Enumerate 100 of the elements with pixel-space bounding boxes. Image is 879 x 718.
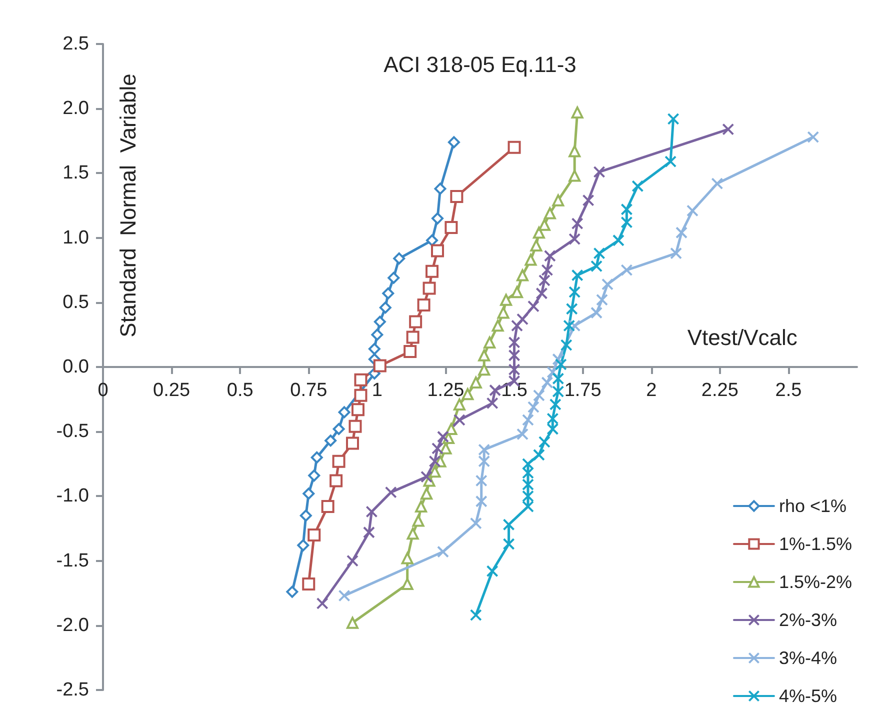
- point: [620, 264, 633, 276]
- point: [448, 136, 460, 148]
- point: [530, 240, 542, 252]
- point: [568, 145, 581, 158]
- y-tick-label: -1.5: [56, 550, 89, 572]
- legend-label: rho <1%: [778, 496, 847, 516]
- point: [422, 282, 436, 295]
- point: [524, 254, 537, 266]
- point: [632, 180, 644, 192]
- point: [711, 178, 724, 190]
- point: [324, 434, 337, 447]
- point: [420, 488, 433, 500]
- point: [302, 488, 315, 500]
- point: [486, 565, 498, 578]
- point: [401, 552, 414, 564]
- point: [453, 398, 466, 410]
- point: [406, 330, 420, 344]
- point: [412, 514, 424, 527]
- point: [432, 442, 444, 454]
- point: [489, 384, 502, 396]
- point: [807, 131, 820, 144]
- point: [415, 500, 428, 513]
- point: [354, 373, 368, 386]
- point: [475, 474, 488, 487]
- point: [310, 451, 323, 464]
- point: [676, 226, 688, 239]
- point: [516, 269, 528, 282]
- point: [404, 344, 417, 358]
- point: [511, 286, 524, 298]
- point: [286, 586, 298, 598]
- legend-label: 1%-1.5%: [778, 534, 852, 554]
- point: [332, 454, 346, 468]
- point: [532, 389, 545, 402]
- point: [571, 269, 584, 282]
- point: [554, 358, 567, 370]
- legend-label: 1.5%-2%: [778, 572, 852, 592]
- point: [568, 286, 581, 298]
- x-tick-label: 2.5: [775, 380, 802, 401]
- point: [532, 448, 545, 461]
- point: [470, 609, 482, 622]
- point: [568, 320, 581, 332]
- point: [563, 320, 576, 332]
- legend-label: 3%-4%: [778, 648, 837, 668]
- point: [371, 328, 384, 341]
- point: [502, 538, 515, 550]
- point: [431, 244, 444, 258]
- point: [571, 106, 584, 118]
- point: [401, 578, 414, 590]
- point: [354, 388, 368, 402]
- point: [368, 342, 380, 355]
- point: [546, 366, 559, 378]
- point: [346, 436, 360, 450]
- point: [497, 306, 510, 319]
- point: [544, 250, 556, 262]
- point: [420, 470, 433, 483]
- x-tick-label: 0.25: [153, 380, 190, 401]
- point: [379, 302, 392, 314]
- point: [475, 495, 488, 508]
- point: [428, 466, 441, 478]
- point: [590, 306, 603, 319]
- point: [308, 470, 320, 482]
- y-tick-label: 0.0: [62, 356, 89, 378]
- point: [511, 320, 524, 332]
- x-tick-label: 1: [372, 380, 382, 401]
- point: [332, 423, 345, 436]
- point: [516, 313, 528, 326]
- point: [432, 212, 444, 224]
- point: [596, 294, 608, 306]
- point: [486, 397, 498, 410]
- point: [538, 436, 550, 448]
- point: [478, 364, 490, 376]
- point: [536, 287, 548, 300]
- y-tick-label: 1.0: [62, 227, 89, 248]
- point: [436, 430, 449, 443]
- y-tick-label: -2.0: [56, 614, 89, 636]
- point: [601, 278, 614, 290]
- point: [426, 264, 439, 278]
- y-tick-label: 2.5: [62, 34, 89, 54]
- point: [722, 123, 734, 136]
- point: [549, 398, 562, 410]
- point: [409, 315, 422, 328]
- x-tick-label: 1.25: [427, 380, 464, 401]
- point: [434, 182, 446, 195]
- point: [388, 272, 400, 284]
- point: [444, 220, 458, 234]
- point: [330, 474, 343, 488]
- point: [568, 170, 581, 182]
- x-axis-title: Vtest/Vcalc: [687, 324, 798, 350]
- point: [500, 294, 512, 306]
- point: [527, 300, 540, 312]
- point: [571, 218, 584, 230]
- point: [406, 528, 419, 540]
- chart-title: ACI 318-05 Eq.11-3: [384, 52, 576, 78]
- point: [566, 302, 578, 315]
- point: [300, 510, 312, 522]
- point: [308, 528, 321, 542]
- point: [373, 359, 386, 372]
- point: [426, 234, 438, 246]
- point: [664, 156, 677, 168]
- point: [612, 234, 624, 246]
